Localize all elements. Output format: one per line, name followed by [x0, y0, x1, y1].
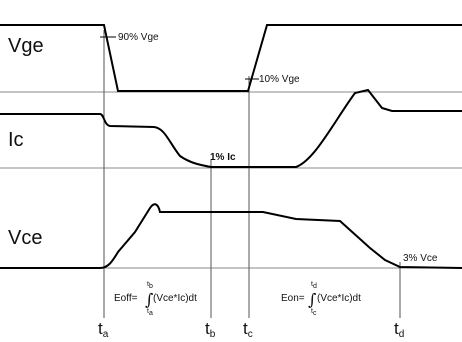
- vge-10-annotation: 10% Vge: [259, 74, 300, 85]
- vce-label: Vce: [8, 227, 42, 249]
- tc-label: tc: [243, 319, 253, 340]
- vce-waveform: [0, 203, 462, 269]
- eon-equation: Eon= ∫ td tc (Vce*Ic)dt: [281, 281, 361, 317]
- eoff-lhs: Eoff=: [114, 293, 138, 304]
- eoff-upper-limit: tb: [147, 281, 153, 290]
- eoff-lower-limit: ta: [147, 308, 153, 317]
- ic-label: Ic: [8, 129, 24, 151]
- eoff-integral-sign: ∫: [145, 290, 153, 309]
- eoff-integrand: (Vce*Ic)dt: [153, 293, 197, 304]
- vce-3-annotation: 3% Vce: [403, 253, 438, 264]
- ta-label: ta: [98, 319, 109, 340]
- eoff-equation: Eoff= ∫ tb ta (Vce*Ic)dt: [114, 281, 197, 317]
- vge-label: Vge: [8, 35, 44, 57]
- tb-label: tb: [205, 319, 216, 340]
- eon-integral-sign: ∫: [308, 290, 316, 309]
- ic-waveform: [0, 88, 462, 168]
- eon-lhs: Eon=: [281, 293, 305, 304]
- ic-1-annotation: 1% Ic: [210, 152, 236, 163]
- eon-integrand: (Vce*Ic)dt: [317, 293, 361, 304]
- eon-upper-limit: td: [311, 281, 317, 290]
- td-label: td: [394, 319, 404, 340]
- vge-90-annotation: 90% Vge: [118, 32, 159, 43]
- vge-waveform: [0, 24, 462, 92]
- eon-lower-limit: tc: [311, 308, 317, 317]
